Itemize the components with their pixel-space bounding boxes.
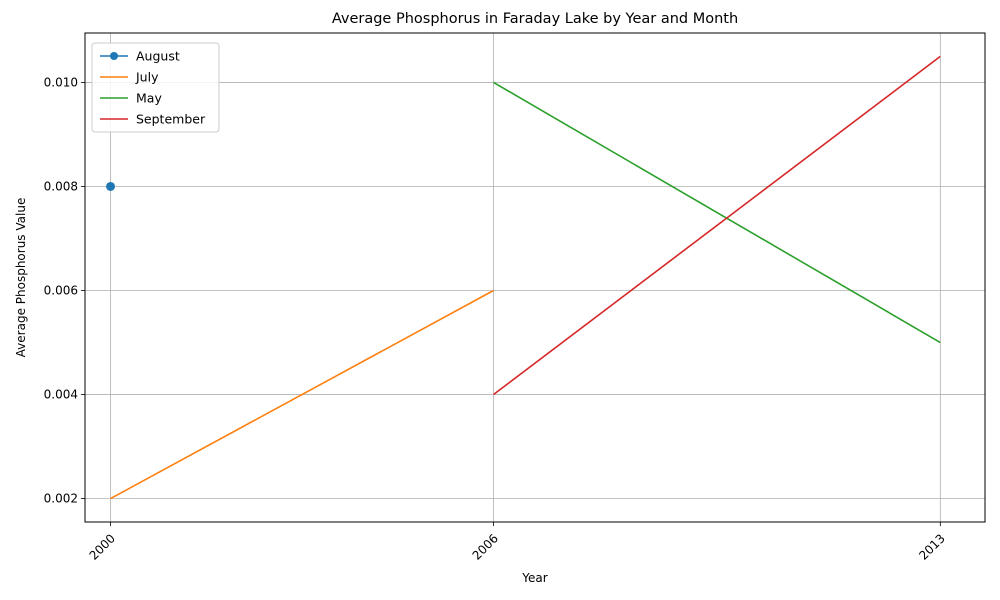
legend-label-september: September	[136, 112, 206, 127]
data-point-august	[106, 181, 116, 191]
series-july	[110, 289, 494, 500]
legend-label-july: July	[135, 70, 159, 85]
plot-frame	[84, 32, 986, 523]
series-may	[493, 81, 941, 344]
grid-lines	[85, 33, 985, 522]
y-tick-label: 0.002	[44, 492, 78, 506]
y-tick-label: 0.010	[44, 75, 78, 89]
y-axis: 0.002 0.004 0.006 0.008 0.010	[44, 75, 85, 506]
legend-marker-august	[110, 52, 118, 60]
chart-title: Average Phosphorus in Faraday Lake by Ye…	[332, 11, 738, 27]
series-line-may	[493, 81, 941, 344]
series-line-july	[110, 289, 494, 500]
y-tick-label: 0.006	[44, 284, 78, 298]
legend-box	[91, 42, 220, 133]
legend: August July May September	[91, 42, 220, 133]
y-tick-label: 0.004	[44, 388, 78, 402]
series-line-september	[493, 55, 941, 396]
series-august	[106, 181, 116, 191]
series-september	[493, 55, 941, 396]
y-tick-label: 0.008	[44, 179, 78, 193]
x-axis-label: Year	[521, 571, 547, 585]
legend-label-may: May	[136, 91, 162, 106]
series-layer	[106, 55, 941, 500]
y-axis-label: Average Phosphorus Value	[14, 198, 28, 358]
legend-label-august: August	[136, 49, 180, 64]
